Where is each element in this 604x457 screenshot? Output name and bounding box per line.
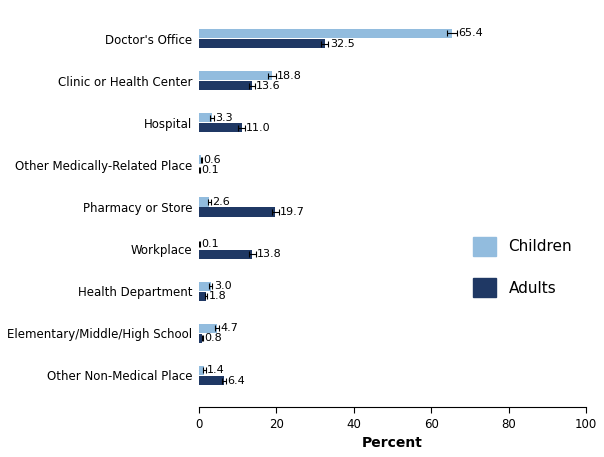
Text: 65.4: 65.4 <box>458 28 483 38</box>
Bar <box>199 39 325 48</box>
Legend: Children, Adults: Children, Adults <box>467 231 578 303</box>
Bar <box>199 123 242 133</box>
Bar <box>199 197 209 207</box>
X-axis label: Percent: Percent <box>362 436 423 450</box>
Bar <box>199 324 217 333</box>
Bar <box>199 292 206 301</box>
Text: 3.0: 3.0 <box>214 281 231 291</box>
Text: 6.4: 6.4 <box>227 376 245 386</box>
Text: 13.8: 13.8 <box>257 249 282 259</box>
Bar <box>199 81 252 90</box>
Text: 0.1: 0.1 <box>201 165 219 175</box>
Text: 11.0: 11.0 <box>246 123 271 133</box>
Text: 4.7: 4.7 <box>220 323 239 333</box>
Bar <box>199 207 275 217</box>
Text: 18.8: 18.8 <box>277 70 302 80</box>
Bar <box>199 376 223 385</box>
Bar <box>199 366 204 375</box>
Text: 3.3: 3.3 <box>215 113 233 123</box>
Text: 13.6: 13.6 <box>256 81 281 90</box>
Text: 0.6: 0.6 <box>204 155 221 165</box>
Text: 1.4: 1.4 <box>207 366 225 376</box>
Text: 2.6: 2.6 <box>212 197 230 207</box>
Text: 1.8: 1.8 <box>209 291 226 301</box>
Text: 19.7: 19.7 <box>280 207 305 217</box>
Bar <box>199 282 211 291</box>
Bar <box>199 155 201 165</box>
Text: 32.5: 32.5 <box>330 38 355 48</box>
Bar <box>199 29 452 38</box>
Bar <box>199 334 202 343</box>
Text: 0.1: 0.1 <box>201 239 219 249</box>
Bar <box>199 71 272 80</box>
Bar <box>199 113 212 122</box>
Text: 0.8: 0.8 <box>204 334 222 343</box>
Bar <box>199 250 252 259</box>
